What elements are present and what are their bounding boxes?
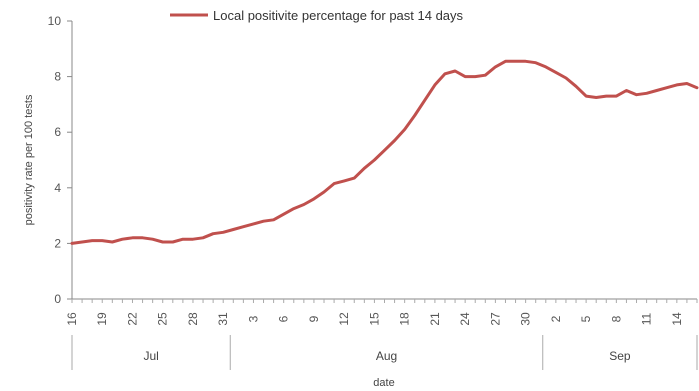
x-tick-label: 2	[549, 315, 563, 322]
legend-label: Local positivite percentage for past 14 …	[213, 8, 464, 23]
y-tick-label: 0	[54, 292, 61, 306]
x-axis-title: date	[373, 377, 394, 389]
month-label: Jul	[143, 349, 158, 363]
plot-area	[70, 59, 699, 245]
month-label: Aug	[376, 349, 397, 363]
y-axis: 0 2 4 6 8 10	[48, 14, 73, 306]
x-tick-label: 9	[307, 315, 321, 322]
x-tick-label: 12	[337, 312, 351, 326]
y-tick-label: 6	[54, 125, 61, 139]
x-tick-label: 16	[65, 312, 79, 326]
x-tick-label: 27	[488, 312, 502, 326]
month-label: Sep	[609, 349, 631, 363]
x-tick-label: 22	[125, 312, 139, 326]
x-tick-label: 14	[670, 312, 684, 326]
x-tick-label: 31	[216, 312, 230, 326]
x-tick-label: 25	[156, 312, 170, 326]
y-tick-label: 10	[48, 14, 62, 28]
x-tick-label: 5	[579, 315, 593, 322]
x-tick-label: 24	[458, 312, 472, 326]
x-tick-label: 15	[367, 312, 381, 326]
y-tick-label: 8	[54, 70, 61, 84]
x-tick-label: 8	[609, 315, 623, 322]
x-tick-label: 3	[246, 315, 260, 322]
y-tick-label: 4	[54, 181, 61, 195]
x-tick-label: 30	[519, 312, 533, 326]
y-tick-label: 2	[54, 236, 61, 250]
legend: Local positivite percentage for past 14 …	[170, 8, 464, 23]
x-tick-label: 6	[277, 315, 291, 322]
x-tick-label: 18	[398, 312, 412, 326]
x-tick-label: 21	[428, 312, 442, 326]
series-line	[70, 59, 699, 245]
x-tick-label: 28	[186, 312, 200, 326]
y-axis-title: positivity rate per 100 tests	[23, 94, 35, 225]
x-tick-label: 11	[640, 312, 654, 325]
x-tick-label: 19	[95, 312, 109, 326]
